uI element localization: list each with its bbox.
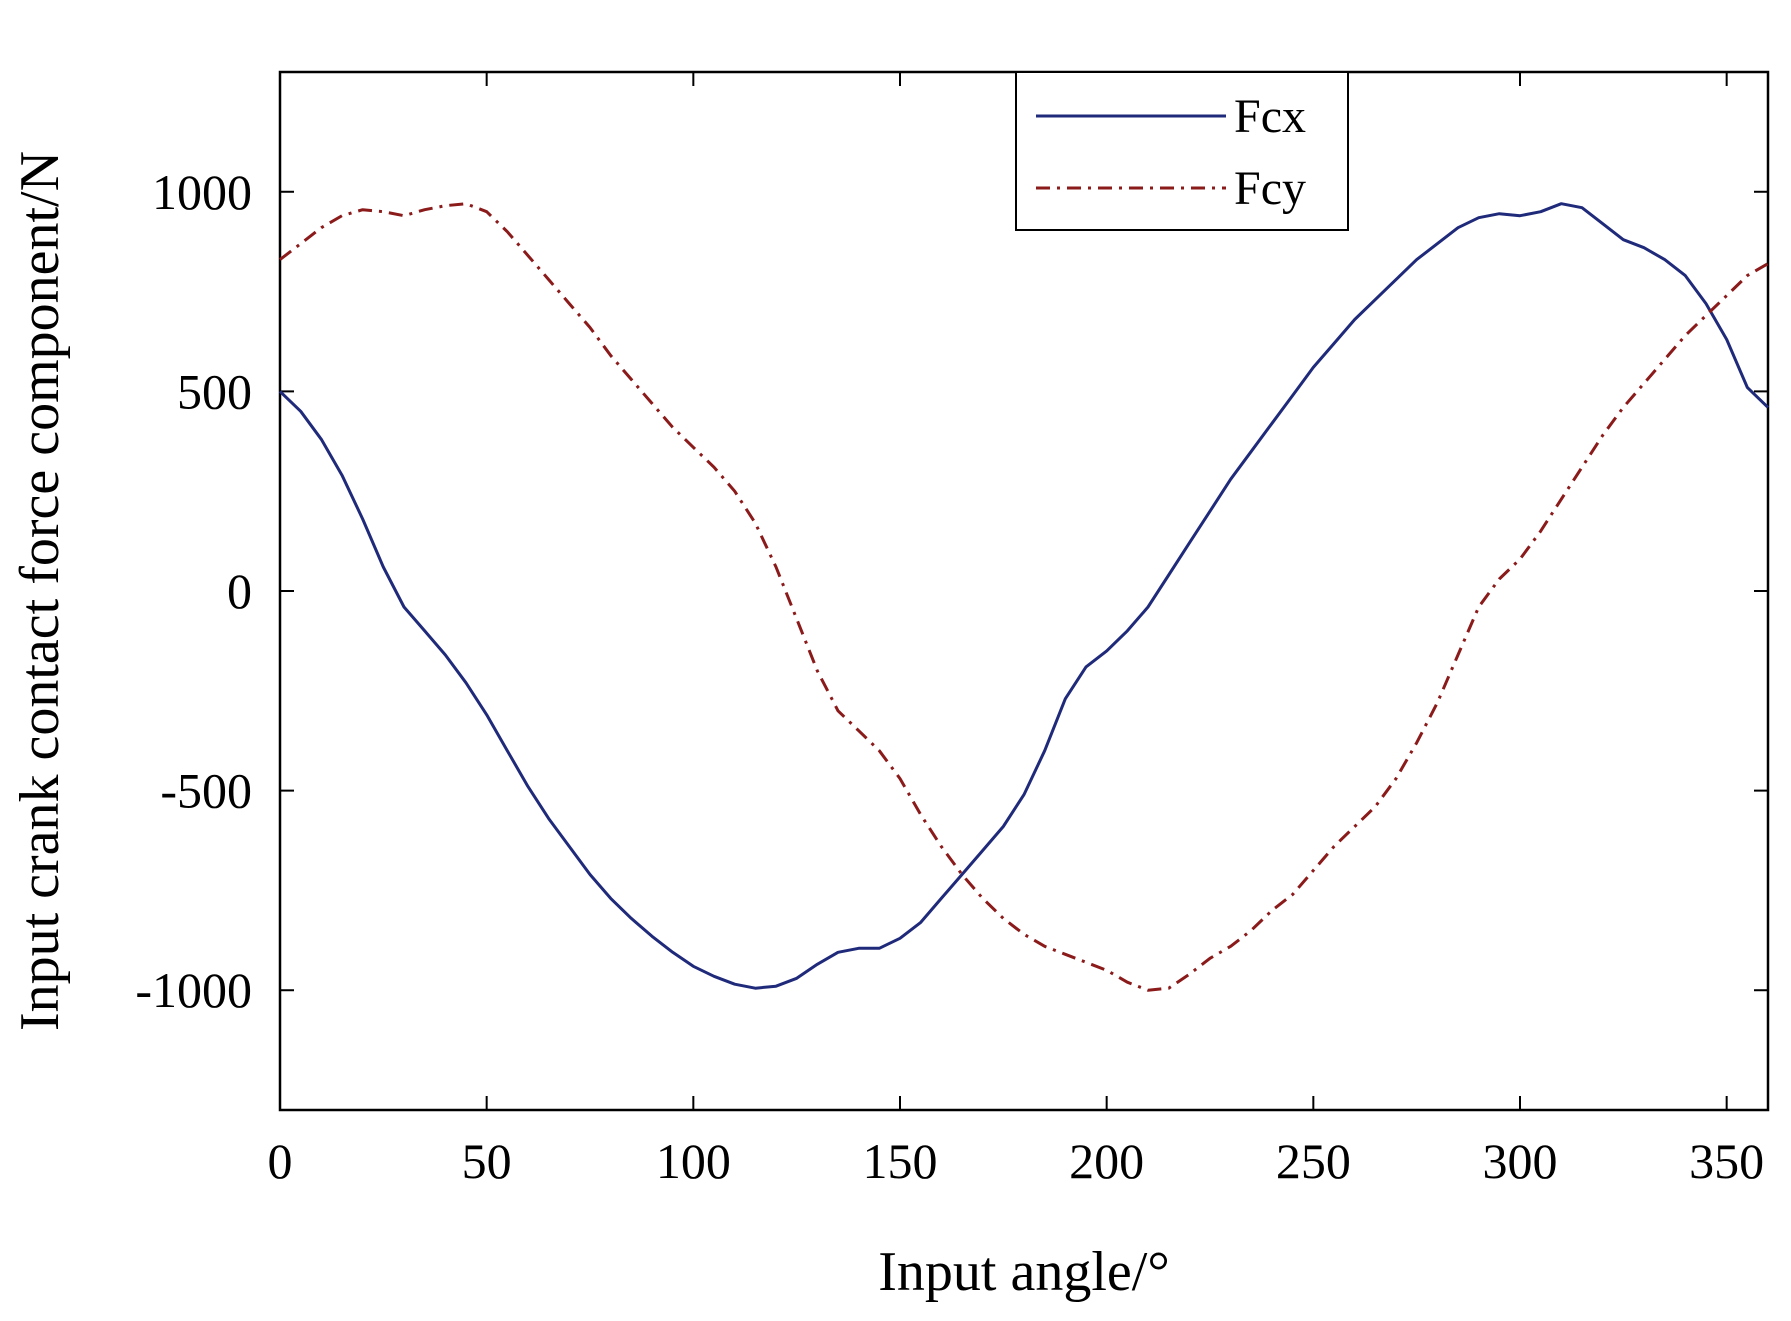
x-axis-label: Input angle/° — [878, 1241, 1169, 1303]
x-tick-label: 0 — [268, 1133, 293, 1189]
x-axis-ticks: 0 50 100 150 200 250 300 350 — [268, 72, 1764, 1189]
legend-box — [1015, 71, 1349, 231]
x-tick-label: 300 — [1483, 1133, 1558, 1189]
series-layer — [278, 202, 1770, 992]
y-tick-label: -1000 — [135, 962, 252, 1018]
x-tick-label: 250 — [1276, 1133, 1351, 1189]
x-tick-label: 100 — [656, 1133, 731, 1189]
x-tick-label: 150 — [863, 1133, 938, 1189]
y-axis-label: Input crank contact force component/N — [9, 151, 71, 1031]
y-tick-label: 0 — [227, 563, 252, 619]
x-tick-label: 350 — [1689, 1133, 1764, 1189]
x-tick-label: 50 — [462, 1133, 512, 1189]
legend-label-fcy: Fcy — [1234, 162, 1306, 215]
series-line-fcy — [279, 202, 1769, 992]
x-tick-label: 200 — [1069, 1133, 1144, 1189]
y-tick-label: 1000 — [152, 164, 252, 220]
legend: Fcx Fcy — [1015, 71, 1349, 231]
legend-label-fcx: Fcx — [1234, 90, 1306, 143]
y-tick-label: 500 — [177, 363, 252, 419]
series-line-fcx — [278, 202, 1770, 990]
y-tick-label: -500 — [160, 763, 252, 819]
y-axis-ticks: -1000 -500 0 500 1000 — [135, 164, 1768, 1018]
